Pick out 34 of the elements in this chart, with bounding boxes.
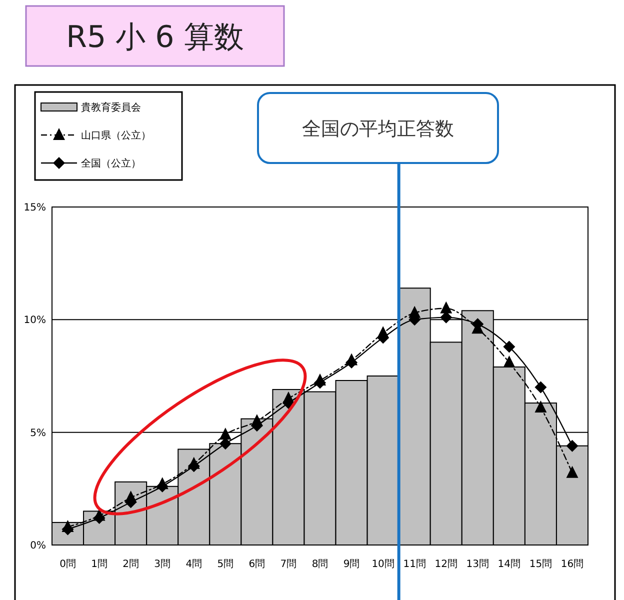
- point: [503, 355, 516, 368]
- point: [219, 428, 232, 440]
- y-tick-label: 5%: [30, 428, 46, 439]
- x-tick-label: 0問: [60, 559, 76, 570]
- x-tick-label: 3問: [154, 559, 171, 570]
- x-tick-label: 11問: [403, 559, 426, 570]
- ref-line-label: 全国の平均正答数: [302, 118, 454, 140]
- x-tick-label: 8問: [312, 559, 328, 570]
- x-tick-label: 2問: [122, 559, 140, 570]
- point: [566, 440, 578, 452]
- legend-label: 貴教育委員会: [81, 102, 141, 114]
- point: [440, 301, 452, 314]
- point: [503, 340, 516, 353]
- x-tick-label: 4問: [186, 559, 202, 570]
- point: [534, 400, 547, 413]
- point: [566, 466, 578, 478]
- x-tick-label: 16問: [560, 559, 584, 570]
- y-tick-label: 10%: [24, 315, 46, 326]
- x-tick-label: 6問: [248, 559, 266, 570]
- x-tick-label: 7問: [280, 559, 297, 570]
- y-tick-label: 15%: [24, 202, 46, 214]
- point: [534, 381, 547, 394]
- x-tick-label: 14問: [498, 559, 521, 570]
- x-tick-label: 5問: [217, 559, 234, 570]
- x-tick-label: 12問: [434, 559, 458, 570]
- y-tick-label: 0%: [30, 540, 46, 552]
- x-tick-label: 10問: [372, 559, 394, 570]
- legend-label: 山口県（公立）: [81, 130, 151, 142]
- x-tick-label: 15問: [529, 559, 552, 570]
- chart-title: R5 小 6 算数: [66, 20, 244, 55]
- legend-label: 全国（公立）: [81, 158, 141, 170]
- x-tick-label: 1問: [91, 559, 108, 570]
- x-tick-label: 9問: [343, 559, 360, 570]
- x-tick-label: 13問: [466, 559, 490, 570]
